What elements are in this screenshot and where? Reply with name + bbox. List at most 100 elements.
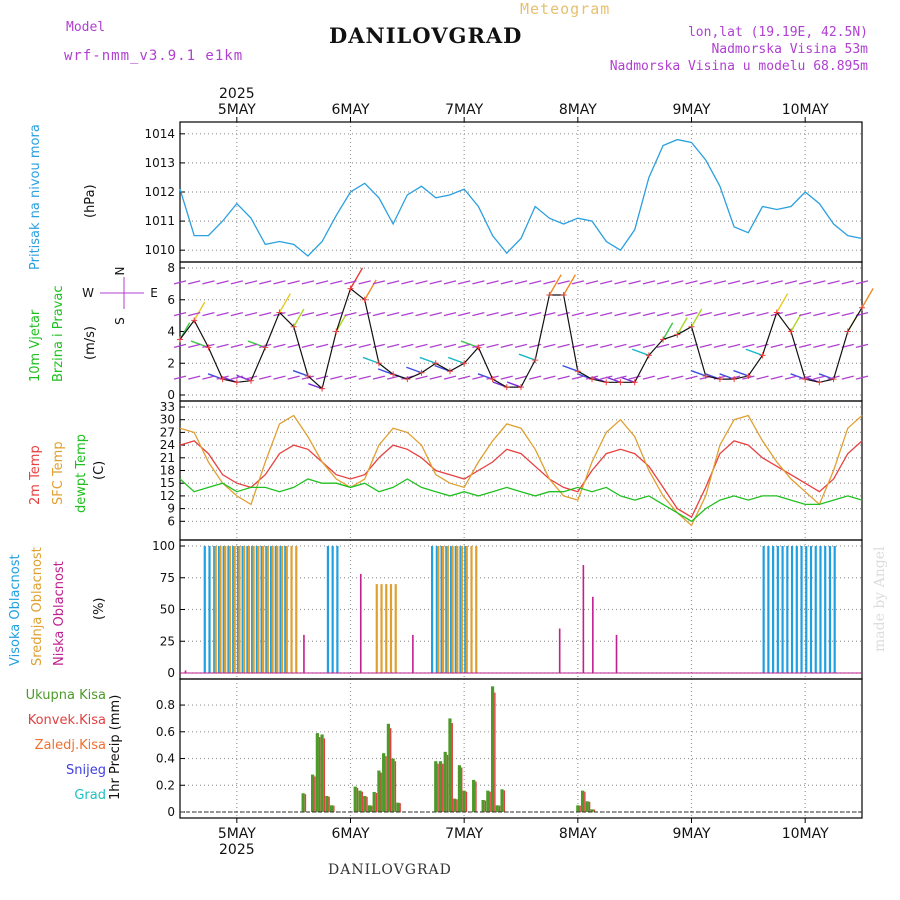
low-cloud-bar <box>412 634 414 673</box>
precip-conv-bar <box>323 738 326 812</box>
compass-east-label: E <box>150 286 158 300</box>
wind-gust-point <box>617 379 624 386</box>
wind-ensemble-marker <box>401 343 414 349</box>
wind-ensemble-marker <box>429 343 442 349</box>
wind-gust-point <box>631 379 638 386</box>
precip-conv-bar <box>437 763 439 812</box>
wind-gust-point <box>191 317 198 324</box>
mid-cloud-bar <box>271 546 274 673</box>
wind-ensemble-marker <box>742 311 755 317</box>
precip-total-bar <box>353 786 357 812</box>
precip-conv-bar <box>451 723 453 812</box>
wind-ensemble-marker <box>585 280 599 285</box>
wind-ensemble-marker <box>287 343 300 349</box>
wind-gust-point <box>446 368 453 375</box>
wind-ensemble-marker <box>173 375 187 380</box>
precip-ytick-label: 0.2 <box>156 778 175 792</box>
wind-ytick-label: 4 <box>167 325 175 339</box>
precip-total-bar <box>386 723 390 812</box>
precip-legend-entry: Snijeg <box>66 763 106 778</box>
wind-ensemble-marker <box>301 311 315 317</box>
precip-total-bar <box>495 805 499 812</box>
precip-total-bar <box>363 795 367 812</box>
wind-ensemble-marker <box>344 375 357 380</box>
wind-ensemble-marker <box>330 280 343 285</box>
precip-total-bar <box>391 758 395 812</box>
precip-total-bar <box>377 770 381 812</box>
high-cloud-bar <box>800 546 803 673</box>
wind-ensemble-marker <box>841 280 854 285</box>
wind-ensemble-marker <box>813 311 826 317</box>
mid-cloud-bar <box>389 584 393 673</box>
wind-ensemble-marker <box>372 280 386 285</box>
wind-direction-arrow <box>605 376 621 383</box>
temperature-ytick-label: 24 <box>160 438 175 452</box>
wind-ensemble-marker <box>671 375 684 380</box>
wind-ensemble-marker <box>358 343 371 349</box>
low-cloud-bar <box>592 596 594 673</box>
chart-subtitle: Meteogram <box>520 0 611 18</box>
wind-ensemble-marker <box>628 375 641 380</box>
wind-gust-point <box>574 368 581 375</box>
wind-direction-arrow <box>506 381 522 388</box>
high-cloud-bar <box>336 546 339 673</box>
wind-ensemble-marker <box>230 375 243 380</box>
wind-ensemble-marker <box>685 343 698 349</box>
wind-ensemble-marker <box>472 311 485 317</box>
precip-conv-bar <box>456 799 458 812</box>
precip-total-bar <box>585 801 589 812</box>
wind-ensemble-marker <box>685 375 698 380</box>
precip-conv-bar <box>484 800 487 812</box>
wind-ensemble-marker <box>813 343 826 349</box>
wind-ensemble-marker <box>358 375 371 380</box>
wind-ensemble-marker <box>173 311 187 317</box>
wind-direction-arrow <box>236 374 252 382</box>
wind-gust-point <box>716 376 723 383</box>
precip-total-bar <box>311 774 315 812</box>
wind-gust-point <box>276 309 283 316</box>
high-cloud-bar <box>279 546 282 673</box>
precip-total-bar <box>490 686 495 812</box>
wind-ensemble-marker <box>642 311 656 317</box>
wind-ensemble-marker <box>529 311 542 317</box>
precip-conv-bar <box>361 791 363 812</box>
precip-ytick-label: 0.8 <box>156 698 175 712</box>
wind-ensemble-marker <box>514 375 528 380</box>
wind-ensemble-marker <box>372 311 386 317</box>
wind-ytick-label: 6 <box>167 293 175 307</box>
high-cloud-bar <box>232 546 235 673</box>
wind-ensemble-marker <box>273 280 286 285</box>
wind-ensemble-marker <box>259 311 272 317</box>
wind-ensemble-marker <box>841 375 854 380</box>
wind-ensemble-marker <box>557 311 570 317</box>
wind-direction-arrow <box>562 364 579 372</box>
wind-ensemble-marker <box>443 280 457 285</box>
mid-cloud-bar <box>257 546 260 673</box>
wind-ensemble-marker <box>443 375 457 380</box>
wind-ensemble-marker <box>656 280 670 285</box>
precip-total-bar <box>325 795 329 812</box>
pressure-ytick-label: 1010 <box>144 243 175 257</box>
precip-total-bar <box>367 805 372 812</box>
wind-ensemble-marker <box>386 311 400 317</box>
wind-gust-point <box>745 372 752 379</box>
mid-cloud-bar <box>451 546 454 673</box>
precip-ytick-label: 0.6 <box>156 725 175 739</box>
wind-direction-arrow <box>745 348 763 356</box>
wind-gust-point <box>731 376 738 383</box>
high-cloud-bar <box>208 546 211 673</box>
bottom-day-label: 10MAY <box>782 826 829 842</box>
wind-direction-arrow <box>563 274 576 296</box>
wind-ensemble-marker <box>600 375 613 380</box>
high-cloud-bar <box>814 546 817 673</box>
top-day-label: 10MAY <box>782 102 829 118</box>
wind-ensemble-marker <box>756 280 769 285</box>
wind-ensemble-marker <box>216 280 229 285</box>
wind-ensemble-marker <box>500 375 513 380</box>
wind-gust-point <box>262 344 269 351</box>
wind-ensemble-marker <box>386 375 400 380</box>
wind-direction-arrow <box>662 322 674 340</box>
precip-total-bar <box>320 734 324 812</box>
high-cloud-bar <box>809 546 813 673</box>
mid-cloud-bar <box>233 546 236 673</box>
